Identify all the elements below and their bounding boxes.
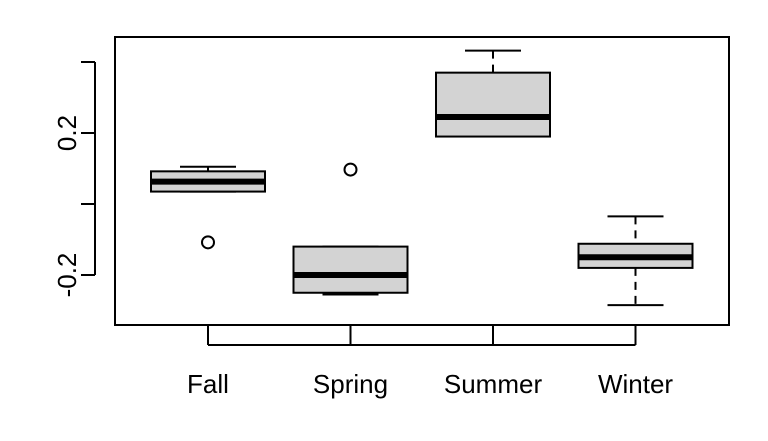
box-summer [435, 49, 551, 138]
box-spring [292, 162, 409, 296]
iqr-box [292, 245, 409, 294]
x-tick-label: Fall [187, 369, 229, 399]
x-axis: Fall Spring Summer Winter [187, 325, 673, 399]
box-fall [150, 165, 266, 250]
x-tick-label: Spring [313, 369, 388, 399]
outlier-point [343, 162, 358, 177]
plot-frame [114, 36, 730, 326]
boxes-group [150, 49, 694, 307]
box-winter [577, 215, 694, 307]
x-tick-label: Summer [444, 369, 543, 399]
outlier-point [201, 235, 215, 250]
y-tick-label: 0.2 [52, 115, 82, 151]
x-tick-label: Winter [598, 369, 673, 399]
y-tick-label: -0.2 [52, 253, 82, 298]
y-axis: 0.2 -0.2 [52, 61, 96, 298]
iqr-box [435, 71, 551, 138]
